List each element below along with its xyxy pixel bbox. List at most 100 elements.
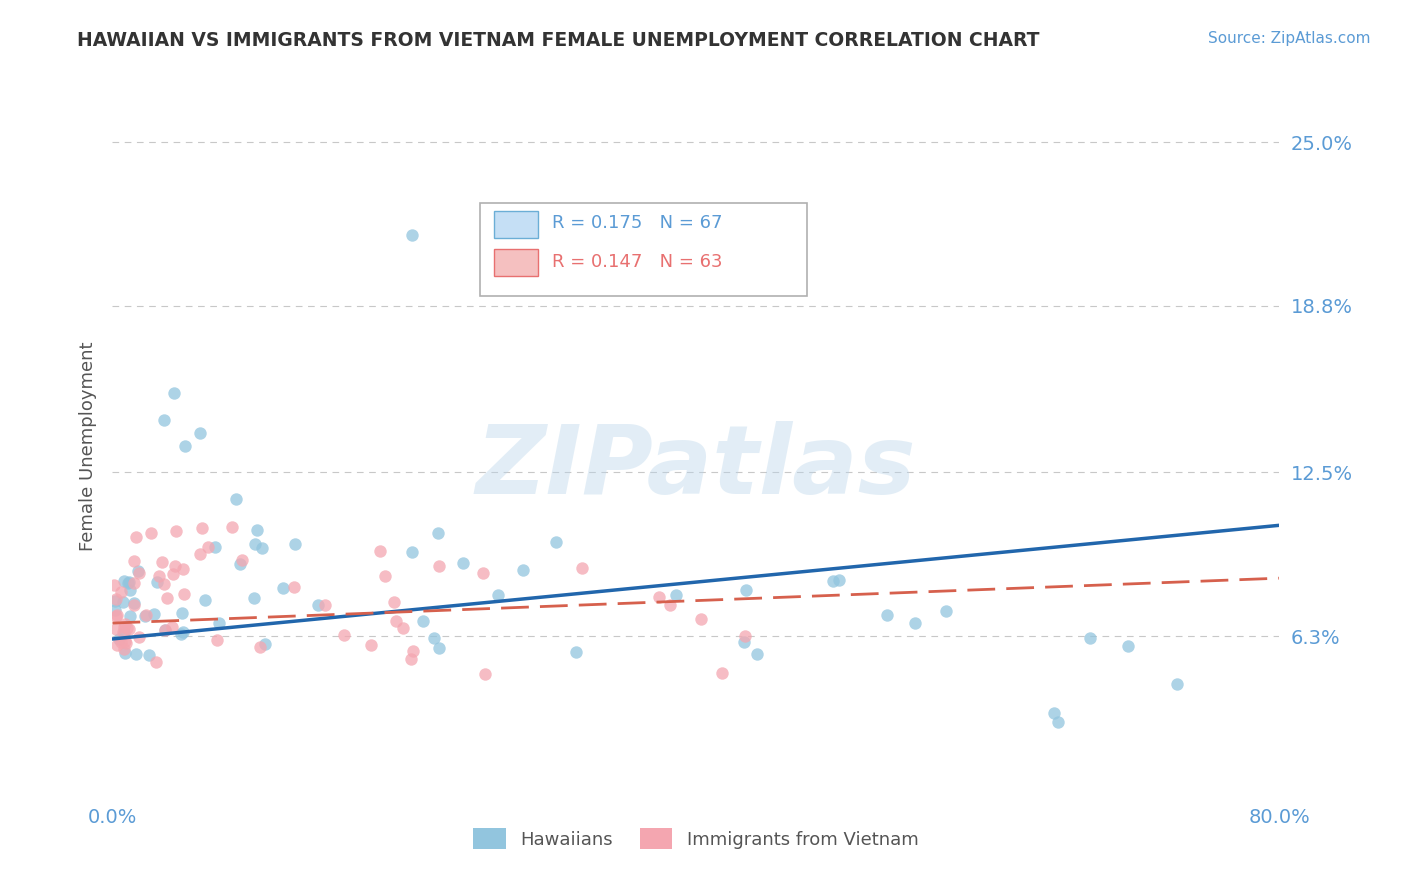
Point bbox=[828, 573, 851, 587]
Point bbox=[128, 630, 150, 644]
Point bbox=[174, 439, 197, 453]
Point bbox=[204, 541, 226, 555]
Point bbox=[152, 555, 174, 569]
Point bbox=[571, 560, 593, 574]
Point bbox=[170, 606, 193, 620]
Point bbox=[110, 635, 132, 649]
Text: Source: ZipAtlas.com: Source: ZipAtlas.com bbox=[1208, 31, 1371, 46]
Point bbox=[118, 608, 141, 623]
Point bbox=[658, 598, 681, 612]
Point bbox=[188, 425, 211, 440]
Point bbox=[401, 227, 423, 242]
Point bbox=[231, 552, 253, 566]
FancyBboxPatch shape bbox=[494, 211, 538, 237]
Point bbox=[283, 580, 305, 594]
Point bbox=[512, 563, 534, 577]
Point bbox=[427, 641, 450, 656]
Point bbox=[117, 575, 139, 590]
Point bbox=[648, 591, 671, 605]
Point bbox=[734, 629, 756, 643]
Point bbox=[384, 614, 406, 628]
Point bbox=[735, 582, 758, 597]
Point bbox=[172, 625, 194, 640]
Point bbox=[117, 622, 139, 636]
Point bbox=[453, 556, 475, 570]
Point bbox=[474, 667, 496, 681]
Point bbox=[690, 612, 713, 626]
Point bbox=[194, 592, 217, 607]
Point bbox=[368, 544, 391, 558]
Legend: Hawaiians, Immigrants from Vietnam: Hawaiians, Immigrants from Vietnam bbox=[464, 819, 928, 858]
Point bbox=[114, 634, 136, 648]
Point bbox=[314, 598, 336, 612]
Point bbox=[145, 655, 167, 669]
Point bbox=[104, 592, 127, 607]
Point bbox=[172, 561, 194, 575]
Point bbox=[105, 607, 128, 622]
Point bbox=[138, 648, 160, 662]
Point bbox=[392, 621, 415, 635]
Point bbox=[665, 588, 688, 602]
Point bbox=[134, 608, 156, 623]
Point bbox=[254, 637, 277, 651]
Point bbox=[114, 617, 136, 632]
Text: HAWAIIAN VS IMMIGRANTS FROM VIETNAM FEMALE UNEMPLOYMENT CORRELATION CHART: HAWAIIAN VS IMMIGRANTS FROM VIETNAM FEMA… bbox=[77, 31, 1040, 50]
Point bbox=[165, 524, 187, 538]
Point bbox=[173, 587, 195, 601]
Point bbox=[153, 577, 176, 591]
Point bbox=[104, 603, 127, 617]
FancyBboxPatch shape bbox=[494, 249, 538, 277]
Point bbox=[124, 598, 146, 612]
Point bbox=[112, 574, 135, 588]
Point bbox=[208, 615, 231, 630]
Point bbox=[191, 521, 214, 535]
Point bbox=[105, 623, 128, 637]
Point bbox=[124, 575, 146, 590]
Point bbox=[284, 537, 307, 551]
Point bbox=[142, 607, 165, 622]
Point bbox=[402, 644, 425, 658]
Point bbox=[115, 636, 138, 650]
Point bbox=[544, 534, 567, 549]
Point bbox=[112, 626, 135, 640]
Point bbox=[1116, 639, 1139, 653]
Point bbox=[935, 604, 957, 618]
Point bbox=[399, 651, 422, 665]
Point bbox=[1046, 715, 1069, 730]
Point bbox=[122, 596, 145, 610]
Point bbox=[160, 620, 183, 634]
Point bbox=[127, 564, 149, 578]
Point bbox=[104, 609, 127, 624]
Point bbox=[108, 632, 131, 646]
Point bbox=[243, 537, 266, 551]
Point bbox=[146, 575, 169, 590]
Point bbox=[412, 614, 434, 628]
Point bbox=[124, 648, 146, 662]
Point bbox=[711, 665, 734, 680]
Text: R = 0.175   N = 67: R = 0.175 N = 67 bbox=[553, 214, 723, 232]
Point bbox=[221, 519, 243, 533]
Point bbox=[115, 621, 138, 635]
Point bbox=[105, 638, 128, 652]
Point bbox=[904, 616, 927, 631]
Point bbox=[128, 566, 150, 580]
Point bbox=[163, 386, 186, 401]
Point bbox=[423, 631, 446, 645]
Point bbox=[427, 526, 450, 541]
Point bbox=[118, 574, 141, 589]
Point bbox=[197, 540, 219, 554]
Point bbox=[486, 588, 509, 602]
Point bbox=[821, 574, 844, 589]
Point bbox=[733, 635, 755, 649]
Point bbox=[360, 638, 382, 652]
Point bbox=[111, 625, 134, 640]
Point bbox=[148, 569, 170, 583]
Point bbox=[374, 569, 396, 583]
Point bbox=[112, 620, 135, 634]
Y-axis label: Female Unemployment: Female Unemployment bbox=[79, 342, 97, 550]
Point bbox=[745, 647, 768, 661]
Point bbox=[135, 608, 157, 623]
Point bbox=[225, 491, 247, 506]
Point bbox=[250, 541, 273, 555]
Point bbox=[876, 608, 898, 623]
